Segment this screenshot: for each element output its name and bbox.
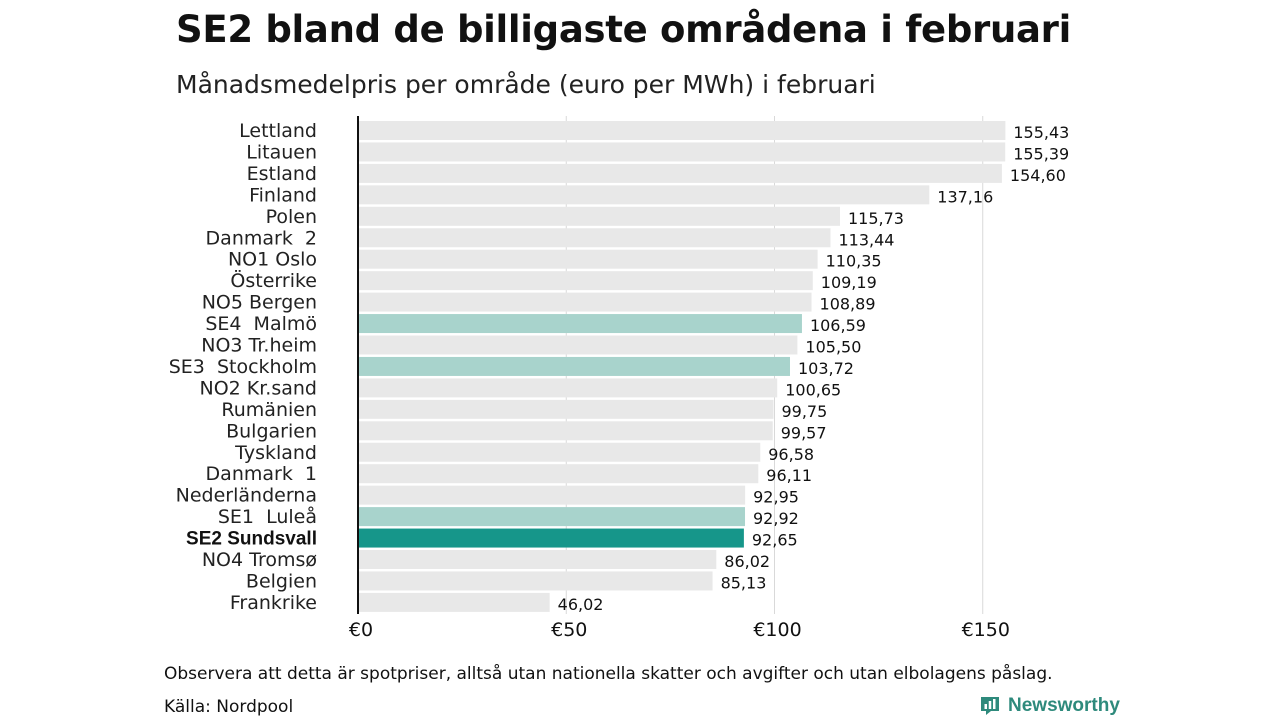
category-label: Bulgarien — [226, 420, 317, 442]
bar[interactable] — [358, 163, 1002, 183]
category-label: Danmark 2 — [206, 227, 317, 249]
value-label: 115,73 — [848, 209, 904, 228]
bar[interactable] — [358, 378, 778, 398]
bar[interactable] — [358, 271, 813, 291]
bar[interactable] — [358, 121, 1006, 140]
category-label: NO2 Kr.sand — [199, 377, 317, 399]
value-label: 109,19 — [821, 273, 877, 292]
category-label: Rumänien — [221, 399, 317, 421]
value-label: 106,59 — [810, 316, 866, 335]
value-label: 99,57 — [781, 423, 827, 442]
bar[interactable] — [358, 399, 774, 419]
value-label: 46,02 — [558, 595, 604, 614]
category-label: Lettland — [239, 120, 317, 142]
value-label: 155,43 — [1013, 123, 1069, 142]
bar[interactable] — [358, 314, 802, 334]
value-label: 100,65 — [785, 380, 841, 399]
bar[interactable] — [358, 228, 831, 248]
bar[interactable] — [358, 421, 773, 441]
bar[interactable] — [358, 356, 790, 376]
value-label: 99,75 — [781, 402, 827, 421]
newsworthy-logo-icon — [981, 697, 999, 715]
chart-title: SE2 bland de billigaste områdena i febru… — [176, 8, 1071, 51]
category-label: Estland — [247, 163, 317, 185]
brand-logo[interactable]: Newsworthy — [978, 694, 1120, 718]
value-label: 96,11 — [766, 466, 812, 485]
category-label: Danmark 1 — [206, 463, 317, 485]
value-label: 96,58 — [768, 445, 814, 464]
bar[interactable] — [358, 507, 746, 527]
bar[interactable] — [358, 185, 930, 205]
bar[interactable] — [358, 464, 759, 484]
bar[interactable] — [358, 292, 812, 312]
category-label: Nederländerna — [176, 485, 317, 507]
bar[interactable] — [358, 528, 744, 548]
bar[interactable] — [358, 249, 818, 269]
category-label: Österrike — [230, 269, 317, 292]
bar[interactable] — [358, 550, 717, 569]
bar[interactable] — [358, 485, 746, 505]
category-label: Polen — [266, 206, 317, 228]
bar[interactable] — [358, 206, 841, 226]
tick-label: €100 — [753, 619, 801, 641]
bar[interactable] — [358, 142, 1006, 162]
category-label: SE3 Stockholm — [169, 356, 317, 378]
category-label: Finland — [249, 184, 317, 206]
category-label: NO1 Oslo — [228, 249, 317, 271]
category-label: Tyskland — [234, 442, 317, 464]
category-label: NO3 Tr.heim — [201, 335, 317, 357]
category-label: NO4 Tromsø — [202, 549, 317, 571]
value-label: 110,35 — [826, 252, 882, 271]
bar[interactable] — [358, 592, 550, 612]
category-label: SE2 Sundsvall — [186, 529, 317, 550]
value-label: 103,72 — [798, 359, 854, 378]
category-label: Frankrike — [230, 592, 317, 614]
tick-label: €150 — [962, 619, 1010, 641]
bar[interactable] — [358, 335, 798, 355]
value-label: 92,65 — [752, 531, 798, 550]
value-label: 108,89 — [820, 295, 876, 314]
category-label: SE1 Luleå — [218, 505, 317, 528]
value-label: 154,60 — [1010, 166, 1066, 185]
value-label: 105,50 — [805, 338, 861, 357]
footnote: Observera att detta är spotpriser, allts… — [164, 664, 1053, 684]
category-label: NO5 Bergen — [202, 292, 317, 314]
bar-chart: 155,43 Lettland 155,39 Litauen 154,60 Estland… — [169, 116, 1069, 641]
value-label: 86,02 — [724, 552, 770, 571]
value-label: 92,95 — [753, 488, 799, 507]
value-label: 137,16 — [937, 187, 993, 206]
tick-label: €50 — [551, 619, 587, 641]
value-label: 155,39 — [1013, 144, 1069, 163]
source-label: Källa: Nordpool — [164, 697, 294, 717]
brand-name: Newsworthy — [1008, 695, 1120, 716]
tick-label: €0 — [349, 619, 373, 641]
value-label: 92,92 — [753, 509, 799, 528]
chart-subtitle: Månadsmedelpris per område (euro per MWh… — [176, 70, 876, 99]
bar[interactable] — [358, 442, 761, 462]
category-label: SE4 Malmö — [205, 313, 317, 335]
value-label: 113,44 — [838, 230, 894, 249]
category-label: Litauen — [246, 141, 317, 163]
bar[interactable] — [358, 571, 713, 591]
value-label: 85,13 — [721, 573, 767, 592]
category-label: Belgien — [246, 570, 317, 592]
